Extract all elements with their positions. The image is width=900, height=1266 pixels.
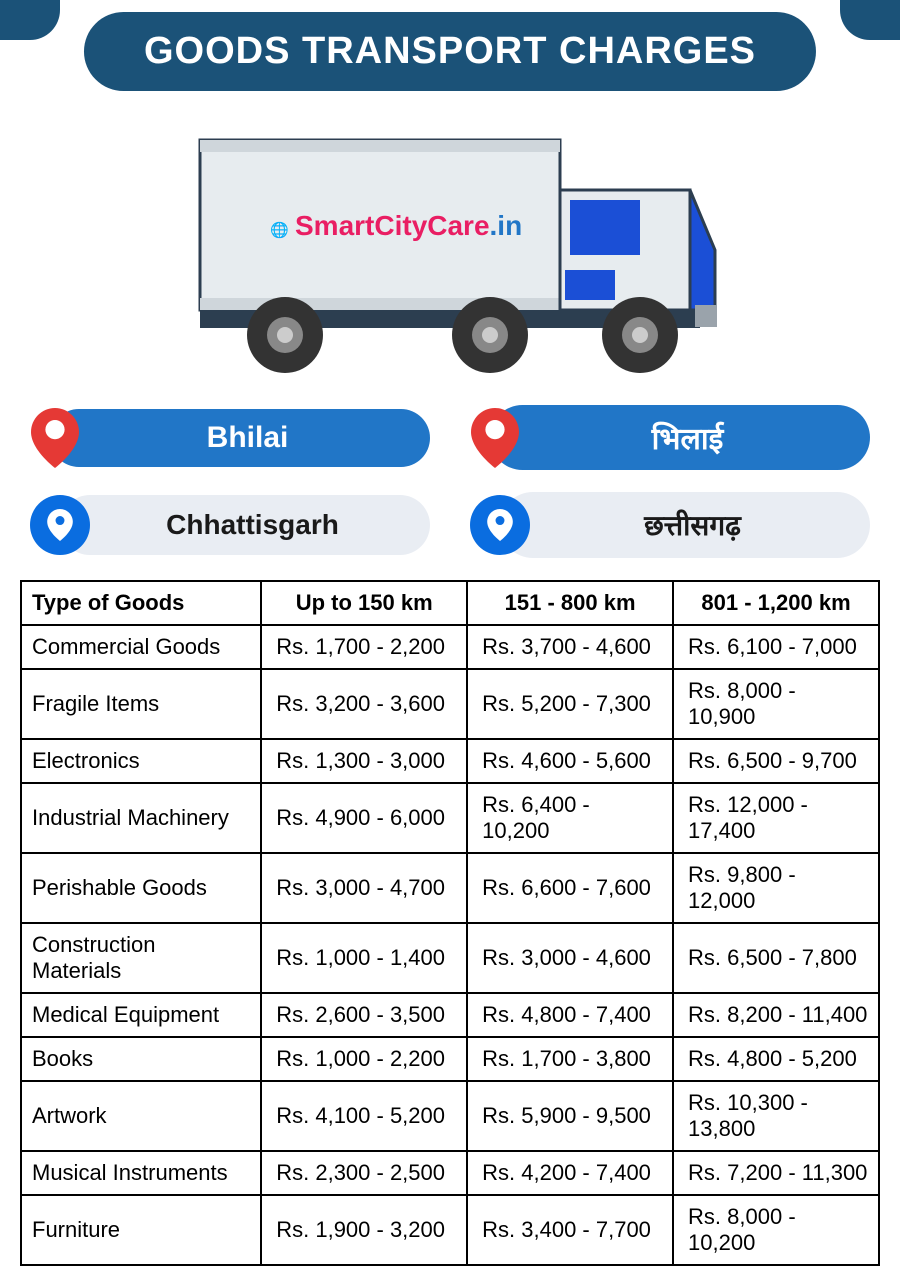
table-row: Medical EquipmentRs. 2,600 - 3,500Rs. 4,… xyxy=(21,993,879,1037)
table-row: Fragile ItemsRs. 3,200 - 3,600Rs. 5,200 … xyxy=(21,669,879,739)
table-cell: Rs. 3,700 - 4,600 xyxy=(467,625,673,669)
table-cell: Rs. 3,400 - 7,700 xyxy=(467,1195,673,1265)
table-cell: Rs. 2,600 - 3,500 xyxy=(261,993,467,1037)
table-cell: Rs. 4,800 - 5,200 xyxy=(673,1037,879,1081)
table-cell: Rs. 3,000 - 4,600 xyxy=(467,923,673,993)
table-row: Musical InstrumentsRs. 2,300 - 2,500Rs. … xyxy=(21,1151,879,1195)
table-cell: Rs. 6,400 - 10,200 xyxy=(467,783,673,853)
col-header: 801 - 1,200 km xyxy=(673,581,879,625)
state-en-group: Chhattisgarh xyxy=(30,492,430,558)
table-cell: Perishable Goods xyxy=(21,853,261,923)
table-cell: Furniture xyxy=(21,1195,261,1265)
table-cell: Rs. 8,000 - 10,200 xyxy=(673,1195,879,1265)
table-cell: Rs. 5,900 - 9,500 xyxy=(467,1081,673,1151)
table-cell: Rs. 4,200 - 7,400 xyxy=(467,1151,673,1195)
table-cell: Rs. 8,200 - 11,400 xyxy=(673,993,879,1037)
table-cell: Rs. 5,200 - 7,300 xyxy=(467,669,673,739)
location-pin-circle-icon xyxy=(30,495,90,555)
table-cell: Rs. 6,500 - 7,800 xyxy=(673,923,879,993)
charges-table: Type of Goods Up to 150 km 151 - 800 km … xyxy=(20,580,880,1266)
table-cell: Rs. 1,900 - 3,200 xyxy=(261,1195,467,1265)
table-cell: Industrial Machinery xyxy=(21,783,261,853)
table-cell: Rs. 9,800 - 12,000 xyxy=(673,853,879,923)
table-header-row: Type of Goods Up to 150 km 151 - 800 km … xyxy=(21,581,879,625)
header-band: GOODS TRANSPORT CHARGES xyxy=(0,0,900,110)
state-row: Chhattisgarh छत्तीसगढ़ xyxy=(0,492,900,558)
city-row: Bhilai भिलाई xyxy=(0,405,900,470)
table-cell: Rs. 6,600 - 7,600 xyxy=(467,853,673,923)
col-header: 151 - 800 km xyxy=(467,581,673,625)
location-pin-circle-icon xyxy=(470,495,530,555)
header-decor-right xyxy=(840,0,900,40)
brand-suffix: .in xyxy=(490,210,523,241)
table-cell: Rs. 1,000 - 1,400 xyxy=(261,923,467,993)
table-cell: Rs. 4,100 - 5,200 xyxy=(261,1081,467,1151)
city-en-label: Bhilai xyxy=(50,409,430,467)
table-cell: Rs. 1,300 - 3,000 xyxy=(261,739,467,783)
table-cell: Fragile Items xyxy=(21,669,261,739)
table-cell: Medical Equipment xyxy=(21,993,261,1037)
table-cell: Rs. 7,200 - 11,300 xyxy=(673,1151,879,1195)
table-row: Industrial MachineryRs. 4,900 - 6,000Rs.… xyxy=(21,783,879,853)
col-header: Type of Goods xyxy=(21,581,261,625)
table-cell: Rs. 4,600 - 5,600 xyxy=(467,739,673,783)
location-pin-icon xyxy=(30,408,80,468)
table-row: Construction MaterialsRs. 1,000 - 1,400R… xyxy=(21,923,879,993)
brand-main: SmartCityCare xyxy=(295,210,490,241)
table-cell: Electronics xyxy=(21,739,261,783)
city-hi-group: भिलाई xyxy=(470,405,870,470)
table-row: ElectronicsRs. 1,300 - 3,000Rs. 4,600 - … xyxy=(21,739,879,783)
state-en-label: Chhattisgarh xyxy=(60,495,430,555)
city-hi-label: भिलाई xyxy=(490,405,870,470)
table-cell: Rs. 4,800 - 7,400 xyxy=(467,993,673,1037)
table-cell: Rs. 6,100 - 7,000 xyxy=(673,625,879,669)
col-header: Up to 150 km xyxy=(261,581,467,625)
table-cell: Rs. 1,700 - 3,800 xyxy=(467,1037,673,1081)
state-hi-group: छत्तीसगढ़ xyxy=(470,492,870,558)
table-cell: Rs. 10,300 - 13,800 xyxy=(673,1081,879,1151)
table-cell: Commercial Goods xyxy=(21,625,261,669)
location-pin-icon xyxy=(470,408,520,468)
truck-illustration: 🌐 SmartCityCare.in xyxy=(0,120,900,380)
svg-text:SmartCityCare.in: SmartCityCare.in xyxy=(295,210,522,241)
table-row: FurnitureRs. 1,900 - 3,200Rs. 3,400 - 7,… xyxy=(21,1195,879,1265)
table-row: BooksRs. 1,000 - 2,200Rs. 1,700 - 3,800R… xyxy=(21,1037,879,1081)
table-cell: Rs. 1,000 - 2,200 xyxy=(261,1037,467,1081)
table-cell: Rs. 8,000 - 10,900 xyxy=(673,669,879,739)
state-hi-label: छत्तीसगढ़ xyxy=(500,492,870,558)
table-cell: Rs. 3,200 - 3,600 xyxy=(261,669,467,739)
table-cell: Books xyxy=(21,1037,261,1081)
city-en-group: Bhilai xyxy=(30,405,430,470)
page-title: GOODS TRANSPORT CHARGES xyxy=(84,12,816,91)
table-cell: Rs. 12,000 - 17,400 xyxy=(673,783,879,853)
table-cell: Construction Materials xyxy=(21,923,261,993)
table-row: ArtworkRs. 4,100 - 5,200Rs. 5,900 - 9,50… xyxy=(21,1081,879,1151)
header-decor-left xyxy=(0,0,60,40)
table-cell: Rs. 6,500 - 9,700 xyxy=(673,739,879,783)
table-cell: Rs. 3,000 - 4,700 xyxy=(261,853,467,923)
table-cell: Rs. 2,300 - 2,500 xyxy=(261,1151,467,1195)
table-row: Commercial GoodsRs. 1,700 - 2,200Rs. 3,7… xyxy=(21,625,879,669)
truck-icon: 🌐 SmartCityCare.in xyxy=(170,120,730,380)
table-cell: Rs. 4,900 - 6,000 xyxy=(261,783,467,853)
table-row: Perishable GoodsRs. 3,000 - 4,700Rs. 6,6… xyxy=(21,853,879,923)
table-cell: Musical Instruments xyxy=(21,1151,261,1195)
charges-table-wrap: Type of Goods Up to 150 km 151 - 800 km … xyxy=(0,580,900,1266)
svg-text:🌐: 🌐 xyxy=(270,221,289,239)
table-cell: Artwork xyxy=(21,1081,261,1151)
table-cell: Rs. 1,700 - 2,200 xyxy=(261,625,467,669)
